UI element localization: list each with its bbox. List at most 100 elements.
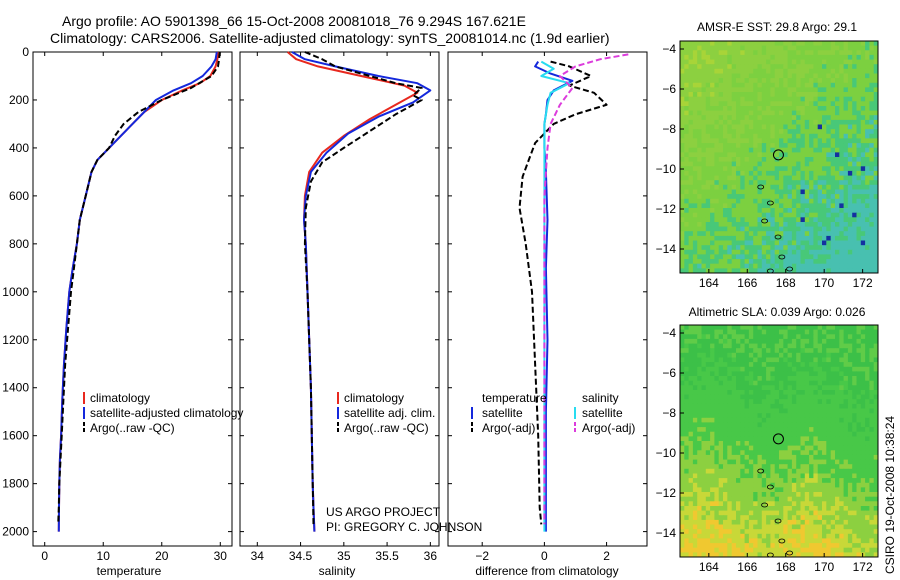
map-cell: [697, 217, 702, 223]
map-cell: [804, 403, 810, 409]
map-cell: [680, 487, 685, 493]
map-cell: [869, 54, 875, 60]
map-cell: [701, 78, 707, 84]
map-cell: [736, 529, 741, 535]
map-cell: [791, 129, 797, 135]
map-cell: [774, 45, 780, 51]
map-cell: [766, 362, 771, 368]
map-cell: [817, 54, 823, 60]
map-cell: [727, 115, 733, 121]
map-cell: [791, 194, 797, 200]
map-cell: [843, 459, 849, 465]
map-cell: [753, 212, 758, 218]
map-cell: [714, 212, 720, 218]
map-cell: [796, 325, 801, 331]
map-cell: [873, 403, 879, 409]
map-cell: [705, 161, 711, 167]
map-cell: [736, 119, 741, 125]
map-cell: [761, 422, 767, 428]
map-cell: [727, 390, 733, 396]
map-cell: [684, 110, 690, 116]
map-cell: [748, 147, 754, 153]
map-cell: [731, 59, 737, 65]
map-cell: [757, 138, 763, 144]
map-cell: [839, 240, 845, 246]
map-cell: [714, 482, 720, 488]
map-cell: [705, 226, 711, 232]
map-cell: [779, 41, 784, 47]
map-cell: [813, 180, 819, 186]
map-cell: [787, 399, 793, 405]
map-cell: [753, 166, 758, 172]
map-cell: [779, 385, 784, 391]
map-cell: [701, 180, 707, 186]
map-cell: [748, 259, 754, 265]
map-cell: [731, 212, 737, 218]
map-cell: [740, 45, 746, 51]
map-cell: [770, 441, 776, 447]
map-cell: [770, 338, 776, 344]
map-cell: [744, 217, 750, 223]
map-x-tick-label: 170: [814, 560, 834, 574]
map-cell: [843, 226, 849, 232]
map-cell: [822, 41, 827, 47]
map-cell: [856, 208, 862, 214]
map-cell: [873, 492, 879, 498]
map-cell: [843, 254, 849, 260]
map-cell: [791, 357, 797, 363]
map-cell: [835, 376, 840, 382]
map-cell: [766, 380, 771, 386]
map-cell: [740, 357, 746, 363]
map-cell: [744, 194, 750, 200]
map-cell: [766, 50, 771, 56]
map-cell: [865, 413, 870, 419]
map-cell: [723, 82, 728, 88]
map-cell: [680, 152, 685, 158]
map-cell: [753, 436, 758, 442]
map-cell: [688, 422, 694, 428]
map-cell: [796, 343, 801, 349]
map-cell: [766, 59, 771, 65]
map-cell: [869, 371, 875, 377]
map-cell: [813, 268, 819, 274]
map-cell: [714, 50, 720, 56]
map-cell: [826, 547, 832, 553]
map-cell: [697, 110, 702, 116]
argo-position-marker: [772, 149, 784, 161]
map-cell: [684, 529, 690, 535]
map-cell: [740, 106, 746, 112]
map-cell: [835, 82, 840, 88]
map-cell: [692, 492, 698, 498]
map-cell: [714, 147, 720, 153]
map-cell: [701, 64, 707, 70]
map-cell: [688, 371, 694, 377]
map-cell: [680, 170, 685, 176]
map-cell: [766, 422, 771, 428]
map-cell: [835, 468, 840, 474]
map-cell: [736, 533, 741, 539]
map-cell: [873, 268, 879, 274]
map-cell: [757, 385, 763, 391]
map-cell: [727, 50, 733, 56]
map-cell: [740, 394, 746, 400]
map-cell: [860, 157, 866, 163]
map-cell: [826, 496, 832, 502]
map-cell: [826, 263, 832, 269]
map-cell: [813, 208, 819, 214]
map-cell: [787, 157, 793, 163]
map-cell: [684, 519, 690, 525]
map-cell: [800, 82, 806, 88]
map-cell: [770, 222, 776, 228]
map-cell: [684, 334, 690, 340]
map-cell: [839, 329, 845, 335]
map-cell: [852, 161, 857, 167]
map-cell: [873, 249, 879, 255]
map-cell: [710, 441, 715, 447]
map-cell: [714, 459, 720, 465]
map-cell: [847, 226, 853, 232]
map-cell: [736, 464, 741, 470]
map-cell: [753, 473, 758, 479]
map-cell: [692, 45, 698, 51]
map-cell: [830, 325, 836, 331]
map-cell: [761, 492, 767, 498]
